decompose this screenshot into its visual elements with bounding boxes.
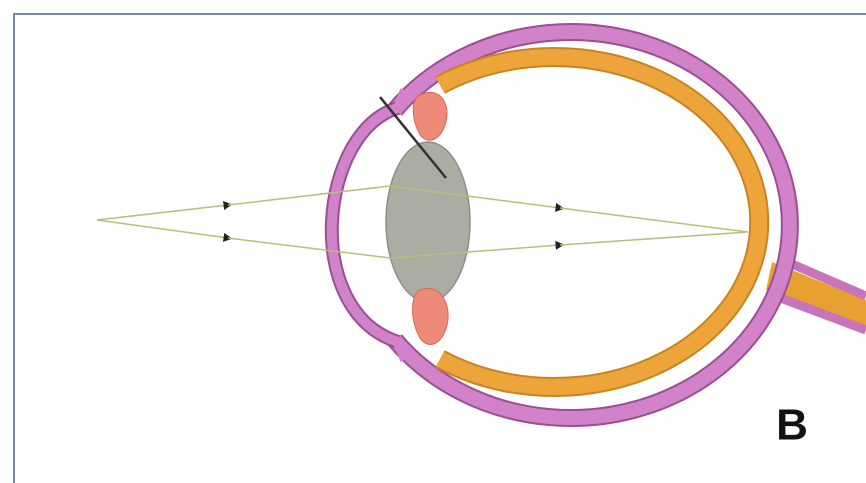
ciliary-body-top — [412, 91, 448, 141]
panel-label: B — [776, 401, 808, 450]
sclera — [389, 25, 797, 425]
choroid — [436, 49, 768, 395]
iris — [393, 88, 410, 362]
light-rays — [96, 185, 749, 259]
ciliary-body-bottom — [412, 287, 449, 345]
cornea — [326, 103, 400, 347]
frame — [13, 13, 866, 483]
pointer-line — [379, 96, 447, 179]
lens — [385, 141, 471, 303]
